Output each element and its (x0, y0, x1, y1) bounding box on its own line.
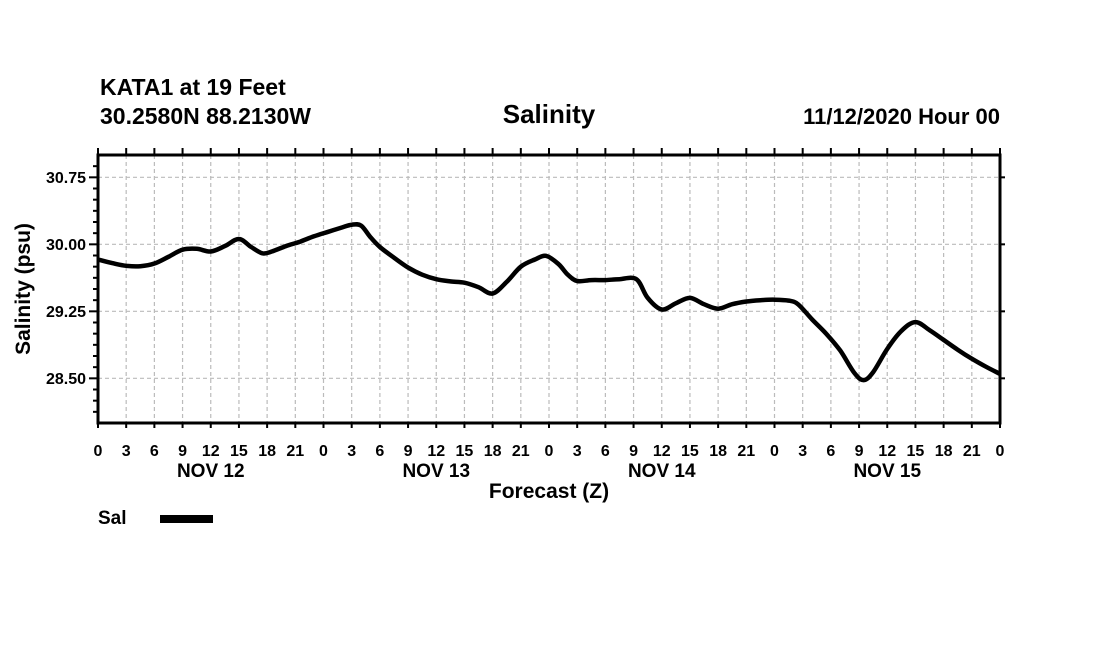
series-layer (97, 222, 1002, 383)
x-tick-label: 6 (826, 443, 835, 460)
x-tick-label: 15 (456, 443, 474, 460)
axis-box (96, 153, 1002, 425)
day-label: NOV 14 (628, 461, 696, 482)
legend: Sal (98, 508, 213, 529)
x-tick-label: 3 (122, 443, 131, 460)
day-label: NOV 13 (402, 461, 470, 482)
x-tick-label: 12 (202, 443, 220, 460)
x-tick-label: 12 (427, 443, 445, 460)
x-tick-label: 21 (512, 443, 530, 460)
x-tick-label: 21 (286, 443, 304, 460)
salinity-curve (97, 222, 1002, 383)
y-axis-title: Salinity (psu) (12, 223, 35, 355)
day-label: NOV 12 (177, 461, 245, 482)
y-tick-label: 30.75 (46, 170, 86, 187)
y-tick-label: 30.00 (46, 237, 86, 254)
x-tick-label: 12 (653, 443, 671, 460)
x-tick-label: 15 (681, 443, 699, 460)
x-tick-label: 6 (375, 443, 384, 460)
x-tick-label: 0 (94, 443, 103, 460)
chart-title: Salinity (503, 99, 596, 129)
station-coordinates: 30.2580N 88.2130W (100, 103, 311, 129)
x-tick-label: 6 (601, 443, 610, 460)
x-tick-label: 18 (258, 443, 276, 460)
run-timestamp: 11/12/2020 Hour 00 (803, 104, 1000, 129)
x-tick-label: 0 (996, 443, 1005, 460)
tick-label-layer: 0 3 6 9 12 15 18 21 0 3 6 9 12 15 18 21 0 3 6 9 12 15 18 21 0 3 6 9… (46, 170, 1005, 482)
x-tick-label: 21 (963, 443, 981, 460)
x-tick-label: 9 (178, 443, 187, 460)
x-tick-label: 12 (878, 443, 896, 460)
x-tick-label: 9 (404, 443, 413, 460)
x-tick-label: 3 (573, 443, 582, 460)
y-tick-label: 28.50 (46, 371, 86, 388)
x-tick-label: 18 (709, 443, 727, 460)
day-label: NOV 15 (853, 461, 921, 482)
x-tick-label: 9 (855, 443, 864, 460)
station-name: KATA1 at 19 Feet (100, 74, 286, 100)
y-tick-label: 29.25 (46, 304, 86, 321)
plot-frame (96, 153, 1002, 425)
x-tick-label: 0 (545, 443, 554, 460)
x-tick-label: 21 (737, 443, 755, 460)
x-tick-label: 15 (230, 443, 248, 460)
x-tick-label: 18 (935, 443, 953, 460)
x-tick-label: 3 (347, 443, 356, 460)
x-tick-label: 3 (798, 443, 807, 460)
x-axis-title: Forecast (Z) (489, 480, 609, 503)
x-tick-label: 15 (907, 443, 925, 460)
x-tick-label: 9 (629, 443, 638, 460)
tick-layer (89, 148, 1005, 428)
x-tick-label: 18 (484, 443, 502, 460)
x-tick-label: 0 (319, 443, 328, 460)
grid-layer (98, 155, 1000, 423)
legend-label: Sal (98, 508, 127, 529)
x-tick-label: 6 (150, 443, 159, 460)
x-tick-label: 0 (770, 443, 779, 460)
